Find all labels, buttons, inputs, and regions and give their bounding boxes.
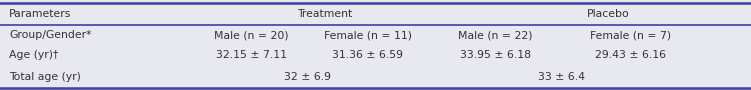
Text: Treatment: Treatment (297, 9, 352, 19)
Text: 32 ± 6.9: 32 ± 6.9 (285, 72, 331, 82)
Text: Female (n = 7): Female (n = 7) (590, 30, 671, 40)
Text: 29.43 ± 6.16: 29.43 ± 6.16 (596, 50, 666, 60)
Text: Male (n = 22): Male (n = 22) (458, 30, 533, 40)
Text: 32.15 ± 7.11: 32.15 ± 7.11 (216, 50, 287, 60)
Text: Age (yr)†: Age (yr)† (9, 50, 59, 60)
Text: Parameters: Parameters (9, 9, 71, 19)
Text: Female (n = 11): Female (n = 11) (324, 30, 412, 40)
Text: Group/Gender*: Group/Gender* (9, 30, 92, 40)
Text: Total age (yr): Total age (yr) (9, 72, 81, 82)
Text: 33 ± 6.4: 33 ± 6.4 (538, 72, 585, 82)
Text: Placebo: Placebo (587, 9, 629, 19)
Text: Male (n = 20): Male (n = 20) (214, 30, 289, 40)
Text: 33.95 ± 6.18: 33.95 ± 6.18 (460, 50, 531, 60)
Text: 31.36 ± 6.59: 31.36 ± 6.59 (333, 50, 403, 60)
